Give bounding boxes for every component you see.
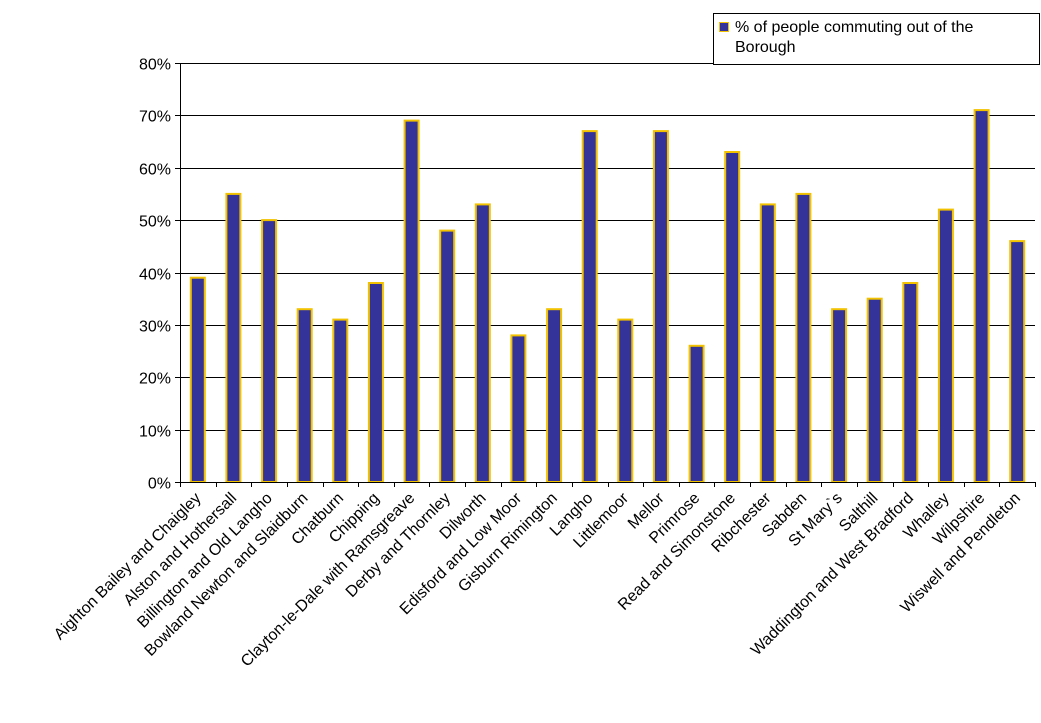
y-tick-label: 70% (139, 109, 171, 126)
bar (332, 318, 349, 483)
gridlines (180, 63, 1035, 431)
bar (724, 151, 741, 483)
y-tick-label: 0% (148, 476, 171, 493)
y-axis-ticks: 0% 10% 20% 30% 40% 50% 60% 70% 80% (139, 57, 180, 493)
bar (866, 297, 883, 484)
bar (261, 219, 278, 483)
axes (180, 63, 1035, 483)
bar (225, 192, 242, 483)
bar (367, 282, 384, 483)
bar (581, 130, 598, 483)
bar (759, 203, 776, 483)
bar (795, 192, 812, 483)
bar (652, 130, 669, 483)
bar (1009, 240, 1026, 483)
bar (439, 229, 456, 483)
bar (688, 344, 705, 483)
y-tick-label: 40% (139, 267, 171, 284)
y-tick-label: 30% (139, 319, 171, 336)
legend: % of people commuting out of the Borough (713, 13, 1040, 65)
x-tick-label: Billington and Old Langho (134, 490, 276, 632)
y-tick-label: 10% (139, 424, 171, 441)
bar (403, 119, 420, 483)
y-tick-label: 80% (139, 57, 171, 74)
bar (937, 208, 954, 483)
legend-swatch (719, 22, 729, 32)
legend-label: % of people commuting out of the Borough (735, 19, 974, 56)
y-tick-label: 50% (139, 214, 171, 231)
y-tick-label: 20% (139, 371, 171, 388)
bar (973, 109, 990, 483)
bar (546, 308, 563, 484)
y-tick-label: 60% (139, 162, 171, 179)
bar (296, 308, 313, 484)
bar (831, 308, 848, 484)
bar (617, 318, 634, 483)
bar (510, 334, 527, 483)
bar (902, 282, 919, 483)
bars (189, 109, 1026, 484)
bar (189, 276, 206, 484)
bar (474, 203, 491, 483)
